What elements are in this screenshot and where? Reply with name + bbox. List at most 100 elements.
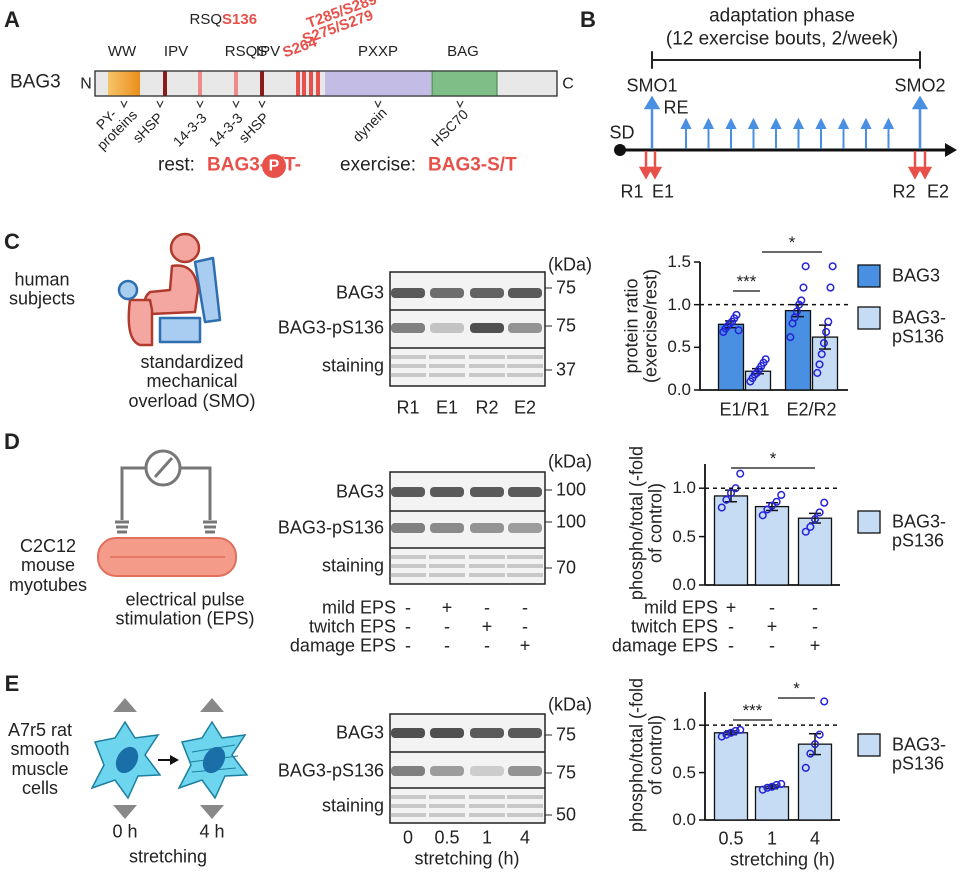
chevron	[374, 100, 382, 109]
mw-label: 75	[556, 762, 577, 783]
motif	[198, 71, 202, 96]
panel-label: B	[580, 7, 596, 33]
data-point	[817, 350, 826, 359]
condition-label: damage EPS	[289, 635, 396, 656]
band	[507, 795, 543, 799]
blot-row-label: staining	[321, 795, 384, 816]
domain-label: PXXP	[357, 42, 399, 60]
subject-icon	[117, 232, 222, 347]
data-point	[761, 355, 770, 364]
arrow-head	[815, 117, 827, 129]
arrow-head	[725, 117, 737, 129]
condition-level: -	[769, 597, 775, 618]
y-tick-label: 0.0	[667, 379, 691, 399]
time-label: 4 h	[199, 821, 225, 842]
data-point	[824, 317, 833, 326]
condition-level: -	[484, 635, 490, 656]
timeline-label: E2	[926, 181, 950, 202]
significance-label: ***	[742, 700, 763, 720]
y-tick-label: 0.5	[672, 526, 696, 546]
data-point	[767, 782, 777, 791]
condition-level: +	[519, 635, 531, 656]
data-point	[792, 307, 801, 316]
band	[507, 564, 543, 568]
data-point	[828, 262, 837, 271]
timeline-label: R2	[892, 181, 916, 202]
data-point	[772, 780, 781, 789]
band	[391, 487, 425, 497]
band	[470, 728, 504, 738]
legend-label: BAG3-pS136	[892, 734, 947, 774]
domain-label: IPV	[163, 42, 189, 60]
bar	[797, 517, 833, 586]
timeline-label: E1	[651, 181, 675, 202]
blot-row-label: BAG3-pS136	[277, 760, 384, 781]
panel-label: D	[4, 429, 20, 455]
band	[430, 728, 464, 738]
blot-row-label: BAG3	[335, 722, 384, 743]
data-point	[820, 697, 829, 706]
data-point	[726, 488, 736, 498]
terminus: C	[562, 75, 574, 93]
timeline	[614, 51, 957, 180]
chevron	[232, 100, 240, 109]
arrow-head	[837, 117, 850, 129]
motif	[163, 71, 167, 96]
band	[469, 364, 505, 368]
band	[469, 355, 505, 359]
data-point	[810, 740, 820, 749]
data-point	[763, 783, 772, 792]
timeline-label: RE	[663, 97, 689, 118]
band	[507, 573, 543, 577]
stimulus-label: standardized mechanical overload (SMO)	[128, 351, 256, 411]
band	[430, 766, 464, 776]
exercise-label: exercise:	[340, 154, 417, 176]
motif	[309, 71, 313, 96]
domain	[108, 71, 140, 96]
timeline-label: SD	[609, 122, 635, 143]
band	[507, 804, 543, 808]
domain	[325, 71, 431, 96]
y-tick-label: 0.0	[672, 809, 696, 829]
band	[390, 355, 426, 359]
band	[429, 555, 465, 559]
blot-row-label: BAG3	[335, 282, 384, 303]
data-point	[820, 498, 829, 507]
y-axis-label: protein ratio (exercise/rest)	[621, 268, 661, 384]
terminus: N	[80, 75, 92, 93]
condition-level: +	[766, 616, 778, 637]
y-tick-label: 0.5	[667, 337, 691, 357]
band	[508, 288, 542, 298]
phospho-label: P	[268, 157, 280, 175]
data-point	[726, 728, 736, 737]
band	[429, 373, 465, 377]
condition-level: +	[481, 616, 493, 637]
band	[391, 288, 425, 298]
data-point	[767, 501, 777, 510]
legend-label: BAG3	[892, 265, 941, 286]
condition-level: -	[405, 616, 411, 637]
data-point	[734, 326, 743, 335]
data-point	[797, 296, 806, 305]
subject-label: human subjects	[8, 269, 76, 309]
data-point	[758, 785, 767, 794]
band	[508, 523, 542, 533]
domain-label: RSQS	[224, 42, 268, 60]
legend-label: BAG3-pS136	[892, 511, 947, 551]
chevron	[196, 100, 204, 109]
legend-swatch	[857, 733, 881, 757]
condition-level: -	[522, 597, 528, 618]
data-point	[822, 327, 831, 337]
band	[429, 804, 465, 808]
band	[429, 795, 465, 799]
blot-row-label: BAG3-pS136	[277, 317, 384, 338]
data-point	[732, 310, 741, 319]
y-axis-label: phospho/total (-fold of control)	[626, 677, 666, 833]
band	[470, 323, 504, 333]
mw-label: 75	[556, 277, 577, 298]
x-tick-label: E1/R1	[719, 399, 770, 420]
bar	[754, 505, 790, 586]
band	[507, 364, 543, 368]
